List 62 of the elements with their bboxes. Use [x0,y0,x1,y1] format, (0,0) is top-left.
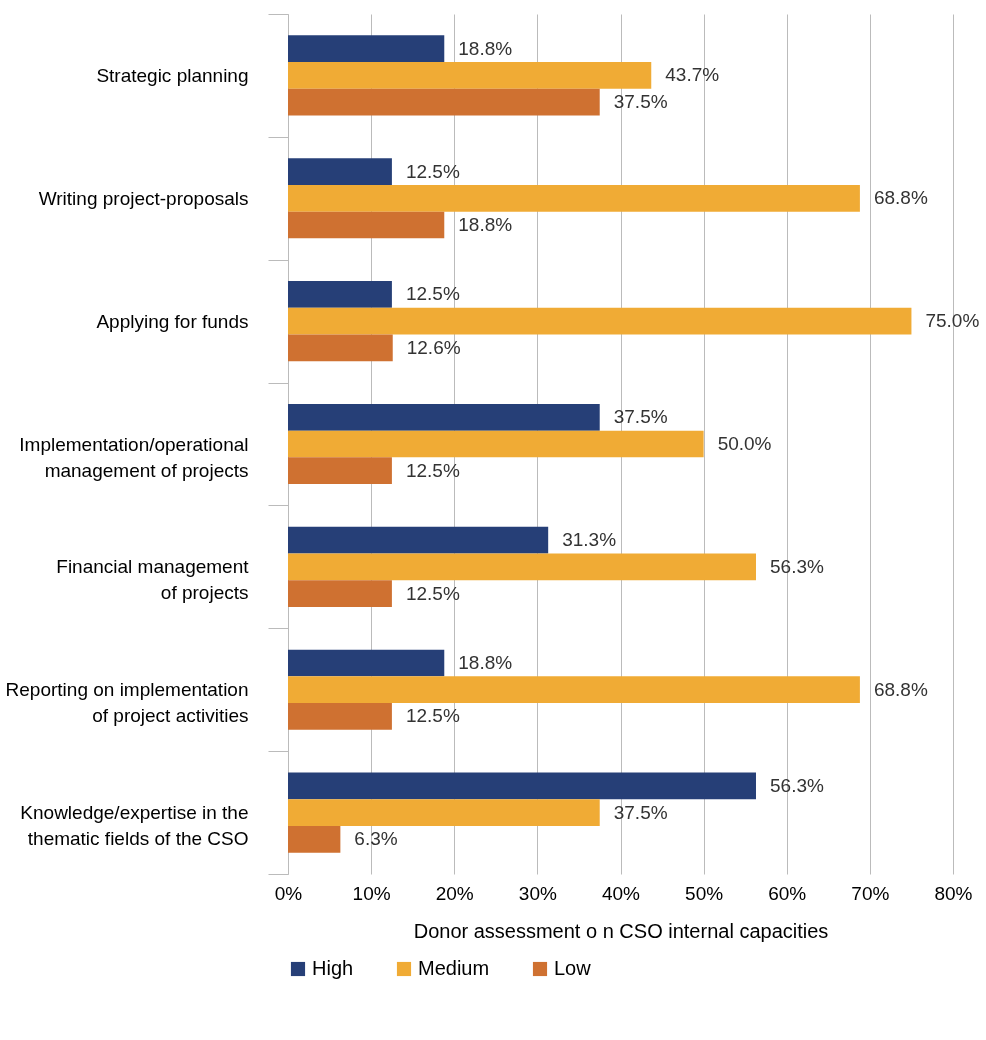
bar [288,334,393,362]
data-label: 12.5% [405,582,460,604]
bar [288,649,445,677]
data-label: 50.0% [717,433,772,454]
y-tick-label: Knowledge/expertise in the thematic fields of the CSO [20,802,249,850]
y-tick-label: Reporting on implementation of project activities [5,679,249,727]
bar [288,184,860,212]
data-label: 31.3% [562,529,617,551]
data-label: 12.5% [405,283,460,305]
x-tick-label: 20% [435,882,474,904]
legend-label: Medium [418,957,490,979]
bar [288,580,392,607]
bar [288,799,600,826]
y-tick-label: Strategic planning [96,64,249,86]
data-label: 18.8% [458,213,513,235]
data-label: 12.5% [405,705,460,727]
x-tick-label: 40% [601,882,641,904]
bar [288,430,704,458]
bar [288,457,392,485]
y-tick-label: Writing project-proposals [38,187,249,209]
data-label: 75.0% [925,310,980,332]
x-axis-title: Donor assessment o n CSO internal capacities [413,919,829,942]
x-tick-label: 50% [685,882,724,904]
data-label: 68.8% [873,678,928,700]
data-label: 37.5% [613,406,668,428]
data-label: 18.8% [458,37,513,59]
bar [288,772,756,800]
x-tick-label: 80% [934,882,973,904]
y-tick-label: Financial management of projects [56,556,250,604]
x-tick-label: 70% [851,882,890,904]
data-label: 56.3% [769,555,824,577]
y-tick-label: Applying for funds [96,310,249,332]
bar [288,703,392,730]
data-label: 18.8% [458,652,513,674]
x-tick-label: 0% [274,882,303,904]
data-label: 6.3% [354,828,398,850]
bar [288,526,549,554]
bar [288,553,756,581]
data-label: 12.6% [406,336,461,358]
data-label: 56.3% [769,774,824,796]
data-label: 68.8% [873,187,928,209]
bar [288,403,600,431]
bar [288,211,445,239]
bar [288,281,392,308]
data-label: 37.5% [613,91,668,113]
bar [288,676,860,704]
bar [288,158,392,185]
y-tick-label: Implementation/operational management of projects [19,433,249,481]
data-label: 37.5% [613,801,668,823]
bar [288,307,912,335]
bar [288,62,652,89]
x-tick-label: 60% [768,882,807,904]
data-label: 12.5% [405,160,460,182]
bar [288,35,445,63]
bar [288,88,600,116]
data-label: 43.7% [665,64,720,86]
legend-label: Low [554,957,592,979]
x-tick-label: 10% [352,882,391,904]
data-label: 12.5% [405,459,460,481]
bar [288,825,341,853]
x-tick-label: 30% [518,882,557,904]
legend-label: High [312,957,354,979]
